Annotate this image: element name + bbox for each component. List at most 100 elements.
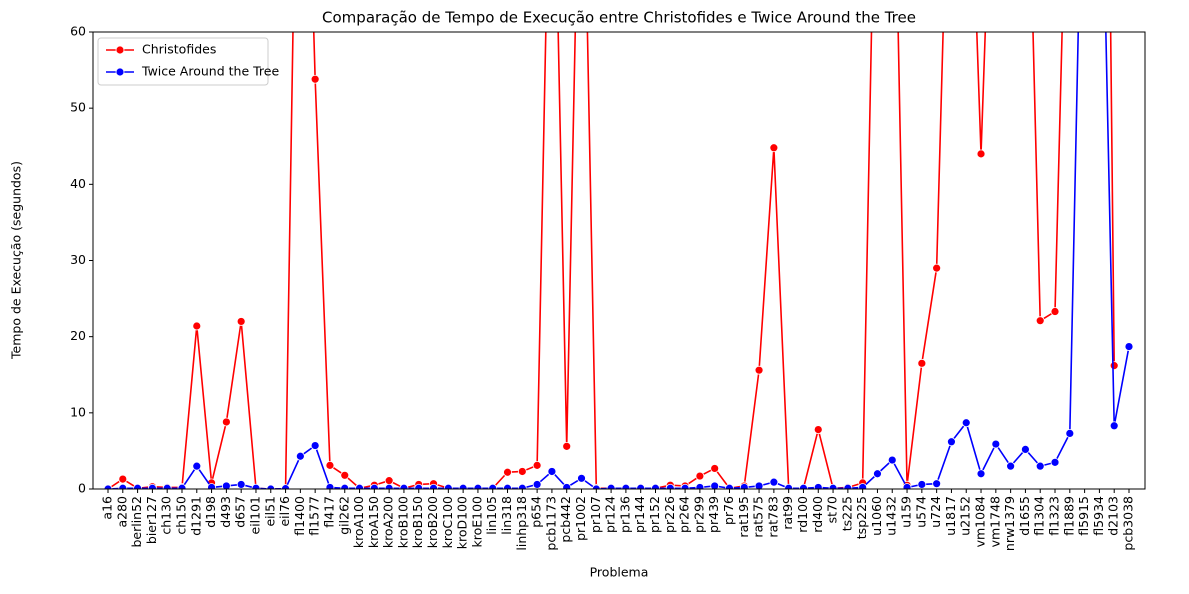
x-tick-label: u1817 <box>943 496 958 536</box>
x-tick-label: pr264 <box>677 496 692 533</box>
axes: 0 10 20 30 40 50 60 a16 a280 berlin52 bier127 ch130… <box>70 24 1135 552</box>
x-tick-label: a16 <box>100 496 115 520</box>
x-tick-label: u159 <box>899 496 914 528</box>
x-tick-label: rd400 <box>810 496 825 533</box>
data-point <box>1109 361 1119 371</box>
data-point <box>606 483 616 489</box>
data-point <box>192 321 202 331</box>
x-tick-label: d657 <box>233 496 248 528</box>
data-point <box>754 481 764 489</box>
x-tick-label: eil51 <box>262 496 277 527</box>
x-tick-label: fl1889 <box>1061 496 1076 536</box>
x-tick-label: d1291 <box>188 496 203 536</box>
x-tick-label: bier127 <box>144 496 159 544</box>
data-point <box>710 464 720 473</box>
x-tick-label: pr136 <box>617 496 632 533</box>
legend-label: Twice Around the Tree <box>141 64 279 79</box>
data-point <box>1035 316 1045 326</box>
x-tick-label: st70 <box>825 496 840 523</box>
data-point <box>384 483 394 489</box>
x-tick-label: u724 <box>928 496 943 528</box>
data-point <box>754 365 764 375</box>
data-point <box>917 358 927 368</box>
x-tick-label: kroB150 <box>410 496 425 548</box>
x-tick-label: ch150 <box>173 496 188 535</box>
data-point <box>503 467 512 477</box>
x-tick-label: kroC100 <box>440 496 455 548</box>
y-tick-label: 60 <box>70 24 86 39</box>
data-point <box>769 143 779 153</box>
x-tick-label: kroB100 <box>395 496 410 548</box>
data-point <box>547 467 557 476</box>
data-point <box>828 483 838 489</box>
x-tick-label: fl5934 <box>1091 496 1106 536</box>
data-point <box>103 484 113 489</box>
x-tick-label: rat99 <box>780 496 795 530</box>
data-point <box>932 263 942 273</box>
x-tick-label: pr1002 <box>573 496 588 541</box>
data-point <box>221 417 231 427</box>
x-tick-label: pcb442 <box>558 496 573 543</box>
x-tick-label: u1060 <box>869 496 884 536</box>
data-point <box>295 451 305 461</box>
data-point <box>221 481 231 489</box>
x-tick-label: pr152 <box>647 496 662 533</box>
data-point <box>414 483 424 489</box>
x-tick-label: d198 <box>203 496 218 528</box>
data-point <box>1006 461 1016 471</box>
data-point <box>251 483 261 489</box>
x-tick-label: lin105 <box>484 496 499 535</box>
y-tick-label: 40 <box>70 176 86 191</box>
data-point <box>991 439 1001 449</box>
data-point <box>651 483 660 489</box>
data-point <box>725 483 734 489</box>
x-tick-label: tsp225 <box>854 496 869 539</box>
y-tick-label: 20 <box>70 328 86 343</box>
data-point <box>562 441 572 451</box>
data-point <box>310 74 320 84</box>
x-tick-label: p654 <box>529 496 544 528</box>
data-point <box>710 481 720 489</box>
x-tick-label: fl5915 <box>1076 496 1091 536</box>
data-point <box>340 483 350 489</box>
data-point <box>947 437 956 447</box>
data-point <box>562 483 572 489</box>
x-tick-label: pr439 <box>706 496 721 533</box>
x-tick-label: u2152 <box>958 496 973 536</box>
data-point <box>517 467 527 476</box>
data-point <box>621 483 631 489</box>
data-point <box>118 474 128 484</box>
data-point <box>591 484 601 489</box>
y-tick-label: 10 <box>70 404 86 419</box>
x-tick-label: kroA100 <box>351 496 366 548</box>
data-point <box>858 483 868 489</box>
y-tick-label: 0 <box>78 481 86 496</box>
data-point <box>769 477 779 487</box>
x-tick-label: kroD100 <box>455 496 470 549</box>
data-point <box>695 483 705 489</box>
data-point <box>532 460 542 470</box>
data-point <box>488 483 498 489</box>
y-tick-label: 30 <box>70 252 86 267</box>
data-point <box>266 484 276 489</box>
data-point <box>236 317 246 326</box>
data-point <box>1021 444 1030 454</box>
x-tick-label: kroE100 <box>469 496 484 548</box>
data-point <box>1065 428 1075 438</box>
data-point <box>340 470 350 480</box>
x-tick-label: eil76 <box>277 496 292 527</box>
x-tick-label: vm1748 <box>987 496 1002 547</box>
plot-frame <box>92 31 1146 490</box>
data-point <box>902 483 912 489</box>
data-point <box>517 483 527 489</box>
data-point <box>917 480 927 489</box>
x-tick-label: fl417 <box>321 496 336 528</box>
data-point <box>1109 421 1119 431</box>
data-point <box>429 483 438 489</box>
legend-marker <box>115 45 125 55</box>
x-tick-label: rd100 <box>795 496 810 533</box>
x-tick-label: gil262 <box>336 496 351 535</box>
data-point <box>325 483 335 489</box>
data-point <box>118 483 128 489</box>
